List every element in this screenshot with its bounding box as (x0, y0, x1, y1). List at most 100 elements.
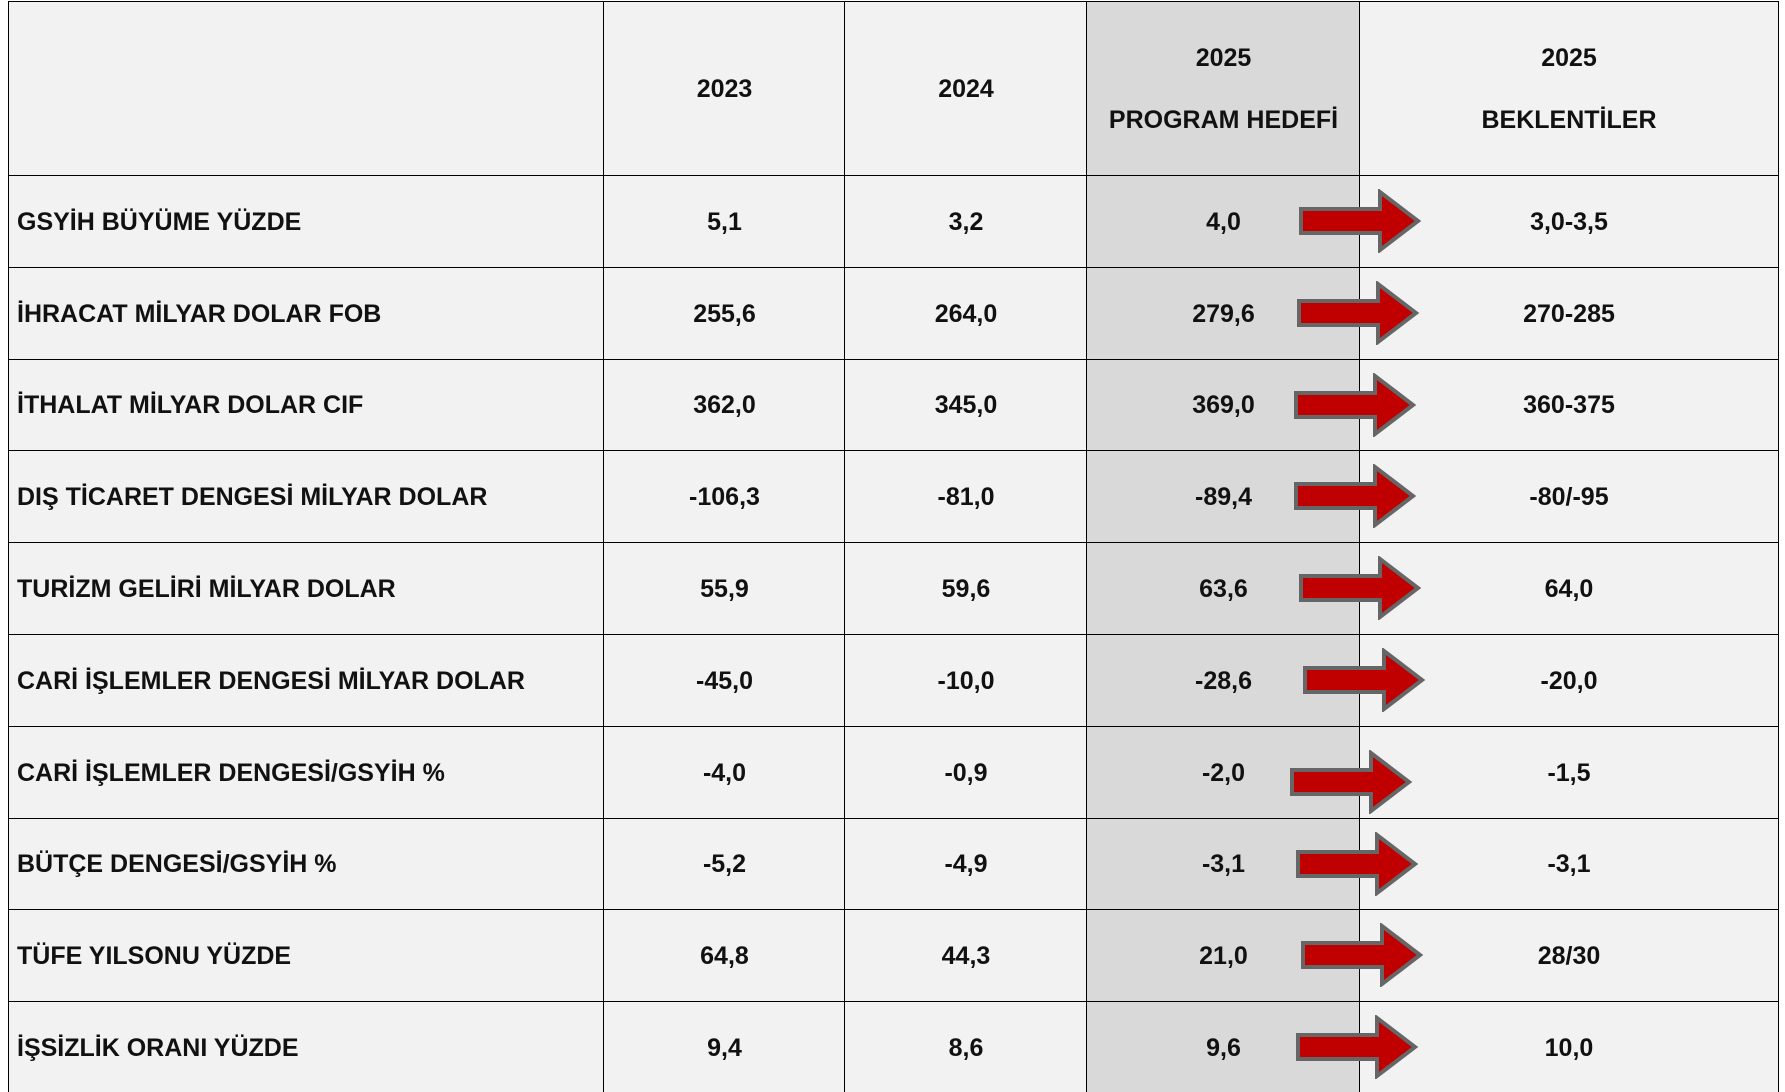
row-label: DIŞ TİCARET DENGESİ MİLYAR DOLAR (8, 450, 605, 545)
arrow (1299, 556, 1422, 621)
row-label: TURİZM GELİRİ MİLYAR DOLAR (8, 542, 605, 636)
data-cell: 3,0-3,5 (1359, 175, 1779, 269)
arrow (1290, 749, 1413, 814)
header-cell: 2024 (844, 1, 1088, 177)
cell-text: 255,6 (693, 299, 756, 328)
data-cell: 10,0 (1359, 1001, 1779, 1092)
cell-text: 64,8 (700, 942, 749, 971)
row-label-text: DIŞ TİCARET DENGESİ MİLYAR DOLAR (17, 483, 488, 512)
row-label-text: BÜTÇE DENGESİ/GSYİH % (17, 850, 337, 879)
row-label-text: İTHALAT MİLYAR DOLAR CIF (17, 391, 364, 420)
cell-text: 279,6 (1192, 299, 1255, 328)
data-cell: 9,4 (603, 1001, 846, 1092)
cell-text: -1,5 (1547, 758, 1591, 787)
data-cell: 44,3 (844, 909, 1088, 1004)
cell-text: 9,4 (707, 1034, 742, 1063)
cell-text: -81,0 (937, 483, 995, 512)
cell-text: -4,0 (702, 758, 747, 787)
cell-text: -20,0 (1540, 666, 1598, 695)
row-label: TÜFE YILSONU YÜZDE (8, 909, 605, 1004)
header-corner (8, 1, 605, 177)
data-cell: 264,0 (844, 266, 1088, 361)
cell-text: 8,6 (948, 1034, 984, 1063)
header-text: 2024 (938, 75, 994, 103)
data-cell: 255,6 (603, 266, 846, 361)
cell-text: 369,0 (1192, 391, 1255, 420)
header-text: 2023 (696, 75, 753, 103)
cell-text: 345,0 (934, 391, 998, 420)
data-cell: 360-375 (1359, 358, 1779, 453)
cell-text: -106,3 (689, 483, 760, 512)
cell-text: 270-285 (1523, 299, 1615, 328)
header-text: 2025 (1195, 44, 1252, 72)
arrow (1294, 372, 1417, 437)
cell-text: 28/30 (1537, 942, 1601, 971)
data-cell: -5,2 (603, 817, 846, 912)
data-cell: -81,0 (844, 450, 1088, 545)
cell-text: 59,6 (941, 575, 991, 604)
cell-text: 4,0 (1206, 207, 1241, 236)
cell-text: -2,0 (1201, 758, 1246, 787)
cell-text: 360-375 (1523, 391, 1615, 420)
cell-text: -45,0 (696, 666, 753, 695)
row-label: CARİ İŞLEMLER DENGESİ/GSYİH % (8, 725, 605, 820)
cell-text: 3,0-3,5 (1530, 207, 1608, 236)
cell-text: 3,2 (948, 207, 984, 236)
cell-text: 5,1 (707, 207, 742, 236)
data-cell: -10,0 (844, 634, 1088, 728)
arrow (1299, 188, 1422, 253)
arrow (1296, 1015, 1419, 1080)
data-cell: 345,0 (844, 358, 1088, 453)
cell-text: 10,0 (1544, 1034, 1594, 1063)
cell-text: -3,1 (1547, 850, 1591, 879)
data-cell: -4,0 (603, 725, 846, 820)
data-cell: 55,9 (603, 542, 846, 636)
cell-text: 362,0 (693, 391, 756, 420)
row-label: İŞSİZLİK ORANI YÜZDE (8, 1001, 605, 1092)
row-label-text: İHRACAT MİLYAR DOLAR FOB (17, 299, 382, 328)
cell-text: 9,6 (1206, 1034, 1241, 1063)
header-cell: 2023 (603, 1, 846, 177)
data-cell: -80/-95 (1359, 450, 1779, 545)
header-cell: 2025 BEKLENTİLER (1359, 1, 1779, 177)
data-cell: 362,0 (603, 358, 846, 453)
row-label: CARİ İŞLEMLER DENGESİ MİLYAR DOLAR (8, 634, 605, 728)
header-text: BEKLENTİLER (1481, 106, 1657, 134)
cell-text: 63,6 (1199, 575, 1248, 604)
data-cell: 369,0 (1086, 358, 1361, 453)
cell-text: -89,4 (1195, 483, 1252, 512)
row-label-text: CARİ İŞLEMLER DENGESİ/GSYİH % (17, 758, 445, 787)
data-cell: -4,9 (844, 817, 1088, 912)
header-text: 2025 (1541, 44, 1597, 72)
row-label-text: TÜFE YILSONU YÜZDE (17, 942, 292, 971)
row-label: İHRACAT MİLYAR DOLAR FOB (8, 266, 605, 361)
cell-text: -3,1 (1201, 850, 1246, 879)
cell-text: -0,9 (944, 758, 988, 787)
row-label-text: GSYİH BÜYÜME YÜZDE (17, 207, 302, 236)
data-cell: 63,6 (1086, 542, 1361, 636)
data-cell: 3,2 (844, 175, 1088, 269)
data-cell: 59,6 (844, 542, 1088, 636)
data-cell: 5,1 (603, 175, 846, 269)
row-label: İTHALAT MİLYAR DOLAR CIF (8, 358, 605, 453)
data-cell: 64,8 (603, 909, 846, 1004)
header-cell: 2025 PROGRAM HEDEFİ (1086, 1, 1361, 177)
cell-text: -10,0 (937, 666, 995, 695)
arrow (1297, 280, 1420, 345)
cell-text: -4,9 (944, 850, 988, 879)
data-cell: -0,9 (844, 725, 1088, 820)
cell-text: -80/-95 (1529, 483, 1609, 512)
data-cell: -106,3 (603, 450, 846, 545)
row-label-text: CARİ İŞLEMLER DENGESİ MİLYAR DOLAR (17, 666, 525, 695)
cell-text: 21,0 (1199, 942, 1248, 971)
row-label: GSYİH BÜYÜME YÜZDE (8, 175, 605, 269)
data-cell: 64,0 (1359, 542, 1779, 636)
data-cell: 28/30 (1359, 909, 1779, 1004)
arrow (1294, 464, 1417, 529)
arrow (1303, 647, 1426, 712)
data-cell: -1,5 (1359, 725, 1779, 820)
cell-text: -28,6 (1195, 666, 1252, 695)
arrow (1296, 831, 1419, 896)
row-label: BÜTÇE DENGESİ/GSYİH % (8, 817, 605, 912)
